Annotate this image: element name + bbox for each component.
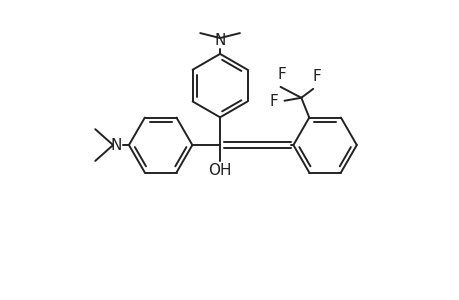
Text: F: F: [312, 69, 321, 84]
Text: N: N: [214, 33, 225, 48]
Text: OH: OH: [208, 163, 231, 178]
Text: N: N: [111, 137, 122, 152]
Text: F: F: [269, 94, 278, 109]
Text: F: F: [276, 67, 285, 82]
